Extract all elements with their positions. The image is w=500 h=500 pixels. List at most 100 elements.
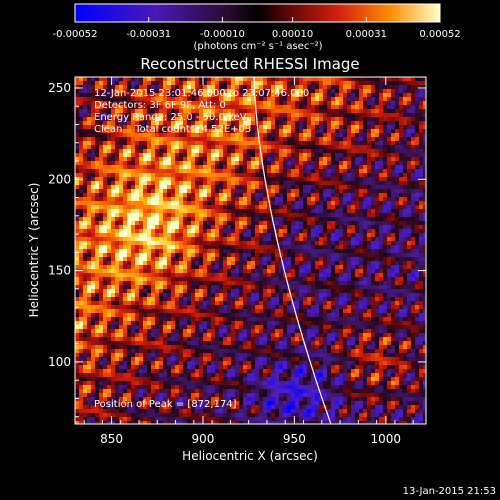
heatmap-cell <box>287 101 292 106</box>
heatmap-cell <box>423 153 426 158</box>
heatmap-cell <box>195 137 200 142</box>
heatmap-cell <box>391 289 396 294</box>
heatmap-cell <box>279 137 284 142</box>
heatmap-cell <box>211 281 216 286</box>
heatmap-cell <box>151 245 156 250</box>
heatmap-cell <box>371 201 376 206</box>
heatmap-cell <box>267 149 272 154</box>
heatmap-cell <box>299 285 304 290</box>
heatmap-cell <box>419 245 424 250</box>
heatmap-cell <box>99 97 104 102</box>
heatmap-cell <box>83 201 88 206</box>
heatmap-cell <box>331 229 336 234</box>
heatmap-cell <box>155 237 160 242</box>
heatmap-cell <box>131 261 136 266</box>
heatmap-cell <box>195 149 200 154</box>
heatmap-cell <box>115 145 120 150</box>
heatmap-cell <box>87 169 92 174</box>
heatmap-cell <box>211 161 216 166</box>
heatmap-cell <box>403 101 408 106</box>
heatmap-cell <box>75 189 80 194</box>
heatmap-cell <box>79 237 84 242</box>
heatmap-cell <box>175 89 180 94</box>
heatmap-cell <box>419 289 424 294</box>
heatmap-cell <box>271 213 276 218</box>
heatmap-cell <box>187 257 192 262</box>
heatmap-cell <box>411 161 416 166</box>
heatmap-cell <box>255 201 260 206</box>
heatmap-cell <box>191 209 196 214</box>
heatmap-cell <box>287 85 292 90</box>
heatmap-cell <box>191 97 196 102</box>
heatmap-cell <box>335 137 340 142</box>
heatmap-cell <box>343 97 348 102</box>
heatmap-cell <box>291 261 296 266</box>
heatmap-cell <box>135 161 140 166</box>
heatmap-cell <box>219 257 224 262</box>
heatmap-cell <box>307 169 312 174</box>
heatmap-cell <box>183 293 188 298</box>
heatmap-cell <box>303 241 308 246</box>
heatmap-cell <box>167 289 172 294</box>
heatmap-cell <box>187 205 192 210</box>
heatmap-cell <box>407 81 412 86</box>
heatmap-cell <box>235 121 240 126</box>
heatmap-cell <box>391 281 396 286</box>
heatmap-cell <box>107 113 112 118</box>
heatmap-cell <box>251 109 256 114</box>
heatmap-cell <box>275 241 280 246</box>
heatmap-cell <box>207 141 212 146</box>
heatmap-cell <box>315 225 320 230</box>
heatmap-cell <box>267 109 272 114</box>
heatmap-cell <box>199 101 204 106</box>
heatmap-cell <box>355 217 360 222</box>
heatmap-cell <box>291 297 296 302</box>
heatmap-cell <box>135 133 140 138</box>
heatmap-cell <box>403 265 408 270</box>
heatmap-cell <box>355 77 360 82</box>
heatmap-cell <box>87 77 92 82</box>
heatmap-cell <box>215 277 220 282</box>
heatmap-cell <box>215 97 220 102</box>
heatmap-cell <box>271 257 276 262</box>
heatmap-cell <box>255 97 260 102</box>
heatmap-cell <box>119 229 124 234</box>
heatmap-cell <box>231 137 236 142</box>
heatmap-cell <box>395 217 400 222</box>
heatmap-cell <box>175 221 180 226</box>
heatmap-cell <box>383 201 388 206</box>
heatmap-cell <box>363 229 368 234</box>
heatmap-cell <box>423 109 426 114</box>
heatmap-cell <box>283 165 288 170</box>
heatmap-cell <box>203 289 208 294</box>
heatmap-cell <box>395 181 400 186</box>
heatmap-cell <box>107 181 112 186</box>
heatmap-cell <box>395 277 400 282</box>
heatmap-cell <box>423 241 426 246</box>
heatmap-cell <box>423 277 426 282</box>
heatmap-cell <box>231 189 236 194</box>
heatmap-cell <box>263 197 268 202</box>
heatmap-cell <box>343 149 348 154</box>
heatmap-cell <box>399 161 404 166</box>
heatmap-cell <box>155 261 160 266</box>
heatmap-cell <box>379 81 384 86</box>
heatmap-cell <box>327 181 332 186</box>
heatmap-cell <box>83 277 88 282</box>
heatmap-cell <box>259 241 264 246</box>
heatmap-cell <box>111 249 116 254</box>
heatmap-cell <box>375 257 380 262</box>
heatmap-cell <box>271 137 276 142</box>
heatmap-cell <box>159 273 164 278</box>
heatmap-cell <box>415 269 420 274</box>
heatmap-cell <box>163 77 168 82</box>
heatmap-cell <box>307 221 312 226</box>
heatmap-cell <box>263 161 268 166</box>
heatmap-cell <box>347 77 352 82</box>
heatmap-cell <box>255 301 260 306</box>
heatmap-cell <box>231 221 236 226</box>
heatmap-cell <box>167 253 172 258</box>
heatmap-cell <box>199 173 204 178</box>
heatmap-cell <box>271 109 276 114</box>
heatmap-cell <box>231 269 236 274</box>
